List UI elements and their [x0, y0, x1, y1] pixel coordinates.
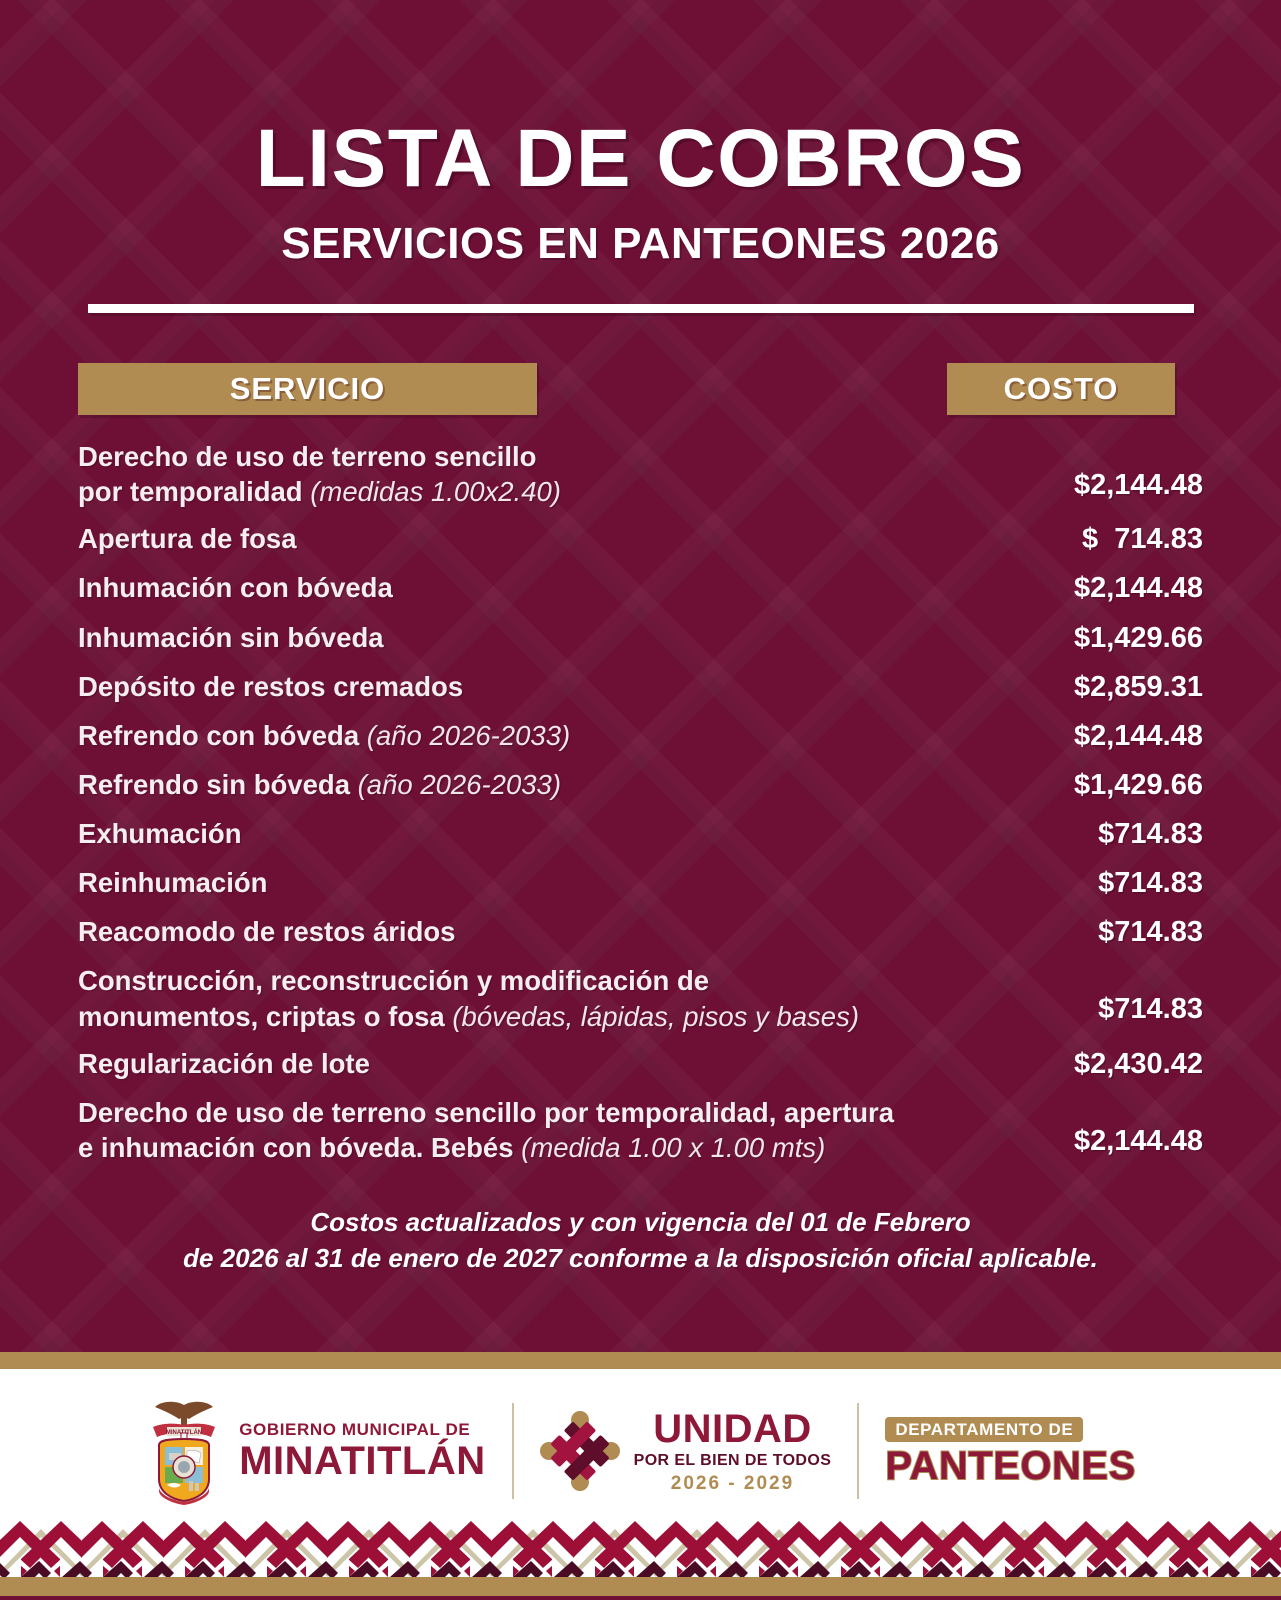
price-table: SERVICIO COSTO Derecho de uso de terreno…: [0, 363, 1281, 1171]
validity-note: Costos actualizados y con vigencia del 0…: [0, 1205, 1281, 1277]
service-cost: $2,859.31: [1073, 670, 1203, 703]
page-subtitle: SERVICIOS EN PANTEONES 2026: [281, 219, 1000, 268]
service-name: Regularización de lote: [78, 1047, 370, 1079]
service-name: Inhumación con bóveda: [78, 572, 393, 604]
table-row: Inhumación sin bóveda $1,429.66: [78, 614, 1203, 663]
table-row: Construcción, reconstrucción y modificac…: [78, 957, 1203, 1039]
service-cost: $714.83: [1098, 916, 1203, 949]
unidad-label-sub: POR EL BIEN DE TODOS: [633, 1452, 832, 1469]
table-row: Regularización de lote $2,430.42: [78, 1040, 1203, 1089]
page-title: LISTA DE COBROS: [255, 113, 1026, 204]
departamento-label-main: PANTEONES: [884, 1443, 1136, 1488]
service-cost: $714.83: [1098, 993, 1203, 1026]
validity-note-line2: de 2026 al 31 de enero de 2027 conforme …: [183, 1243, 1098, 1274]
title-divider: [87, 304, 1194, 313]
coat-of-arms-icon: MINATITLÁN: [145, 1397, 223, 1505]
service-cost: $714.83: [1098, 867, 1203, 900]
bottom-zigzag-pattern: [0, 1515, 1281, 1600]
table-row: Depósito de restos cremados $2,859.31: [78, 663, 1203, 712]
service-cost: $1,429.66: [1073, 768, 1203, 801]
footer-divider-1: [511, 1403, 514, 1499]
gobierno-label-top: GOBIERNO MUNICIPAL DE: [239, 1420, 471, 1439]
service-name: Reinhumación: [78, 867, 268, 899]
service-name: Inhumación sin bóveda: [78, 621, 384, 653]
service-cost: $1,429.66: [1073, 621, 1203, 654]
column-header-costo: COSTO: [947, 363, 1175, 415]
service-cost: $2,144.48: [1073, 572, 1203, 605]
service-cost: $2,144.48: [1073, 719, 1203, 752]
column-header-servicio: SERVICIO: [78, 363, 537, 415]
service-name: Construcción, reconstrucción y modificac…: [78, 963, 997, 1033]
service-name-line1: Derecho de uso de terreno sencillo: [78, 441, 537, 472]
service-name-line1: Construcción, reconstrucción y modificac…: [78, 965, 710, 997]
service-cost: $2,144.48: [1073, 1124, 1203, 1157]
column-header-servicio-label: SERVICIO: [229, 371, 386, 406]
service-note: (medidas 1.00x2.40): [310, 476, 561, 508]
table-row: Refrendo con bóveda (año 2026-2033) $2,14…: [78, 712, 1203, 761]
logo-gobierno-minatitlan: MINATITLÁN: [145, 1397, 485, 1505]
poster-content: LISTA DE COBROS SERVICIOS EN PANTEONES 2…: [0, 113, 1281, 1277]
gobierno-label-main: MINATITLÁN: [239, 1439, 486, 1483]
table-row: Reacomodo de restos áridos $714.83: [78, 908, 1203, 957]
logo-unidad: UNIDAD POR EL BIEN DE TODOS 2026 - 2029: [539, 1409, 832, 1493]
table-header-row: SERVICIO COSTO: [78, 363, 1203, 415]
service-name: Exhumación: [78, 818, 242, 850]
service-note: (medida 1.00 x 1.00 mts): [521, 1132, 826, 1164]
unidad-label-years: 2026 - 2029: [670, 1473, 795, 1494]
validity-note-line1: Costos actualizados y con vigencia del 0…: [310, 1207, 971, 1238]
service-note: (año 2026-2033): [366, 719, 571, 751]
service-cost: $714.83: [1098, 818, 1203, 851]
unidad-label-main: UNIDAD: [653, 1407, 812, 1451]
service-name-line1: Derecho de uso de terreno sencillo por t…: [78, 1096, 895, 1128]
service-name: Depósito de restos cremados: [78, 670, 464, 702]
footer-logos: MINATITLÁN: [0, 1369, 1281, 1505]
table-row: Apertura de fosa $ 714.83: [78, 515, 1203, 564]
table-body: Derecho de uso de terreno sencillo por te…: [78, 433, 1203, 1171]
service-name-line2: monumentos, criptas o fosa (bóvedas, láp…: [78, 1000, 859, 1032]
unidad-x-icon: [539, 1411, 620, 1491]
unidad-text: UNIDAD POR EL BIEN DE TODOS 2026 - 2029: [634, 1409, 832, 1493]
service-cost: $2,430.42: [1073, 1047, 1203, 1080]
service-name: Derecho de uso de terreno sencillo por t…: [78, 1095, 997, 1165]
service-note: (año 2026-2033): [357, 768, 561, 800]
service-name: Derecho de uso de terreno sencillo por te…: [78, 439, 997, 509]
service-name: Apertura de fosa: [78, 523, 297, 555]
logo-departamento-panteones: DEPARTAMENTO DE PANTEONES: [884, 1416, 1136, 1488]
departamento-label-top: DEPARTAMENTO DE: [885, 1416, 1084, 1442]
table-row: Derecho de uso de terreno sencillo por t…: [78, 1089, 1203, 1171]
table-row: Derecho de uso de terreno sencillo por te…: [78, 433, 1203, 515]
gold-divider-band: [0, 1352, 1281, 1369]
service-name: Reacomodo de restos áridos: [78, 916, 456, 948]
service-name: Refrendo con bóveda (año 2026-2033): [78, 719, 571, 751]
table-row: Exhumación $714.83: [78, 810, 1203, 859]
service-cost: $2,144.48: [1073, 469, 1203, 501]
footer-divider-2: [857, 1403, 860, 1499]
table-row: Refrendo sin bóveda (año 2026-2033) $1,42…: [78, 761, 1203, 810]
service-note: (bóvedas, lápidas, pisos y bases): [452, 1000, 859, 1032]
service-cost: $ 714.83: [1082, 523, 1203, 556]
service-name-line2: por temporalidad (medidas 1.00x2.40): [78, 476, 561, 508]
column-header-costo-label: COSTO: [1003, 371, 1119, 406]
zigzag-base-band: [0, 1596, 1281, 1600]
gobierno-text: GOBIERNO MUNICIPAL DE MINATITLÁN: [239, 1421, 485, 1481]
table-row: Reinhumación $714.83: [78, 859, 1203, 908]
service-name: Refrendo sin bóveda (año 2026-2033): [78, 768, 561, 800]
table-row: Inhumación con bóveda $2,144.48: [78, 564, 1203, 613]
service-name-line2: e inhumación con bóveda. Bebés (medida 1…: [78, 1132, 826, 1164]
